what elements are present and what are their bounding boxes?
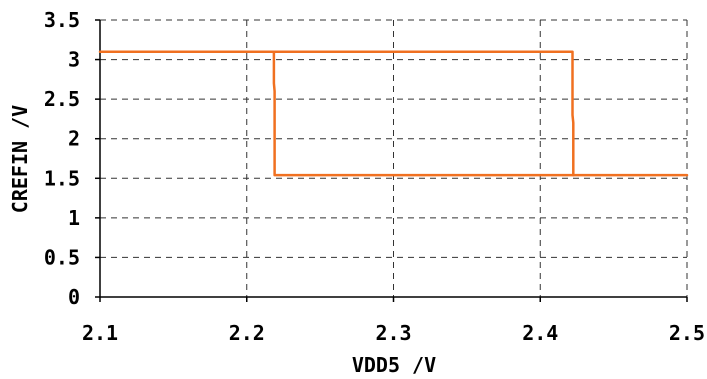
y-tick-label: 3: [68, 48, 80, 72]
y-tick-label: 0.5: [44, 245, 80, 269]
data-series: [98, 50, 689, 177]
x-tick-label: 2.2: [229, 321, 265, 345]
y-tick-label: 1.5: [44, 166, 80, 190]
series-line-1: [98, 50, 575, 177]
y-axis-label: CREFIN /V: [8, 105, 32, 213]
y-tick-label: 3.5: [44, 8, 80, 32]
grid-lines: [100, 19, 688, 297]
y-tick-label: 2: [68, 127, 80, 151]
x-tick-label: 2.4: [522, 321, 558, 345]
y-tick-label: 2.5: [44, 87, 80, 111]
y-tick-labels: 0 0.5 1 1.5 2 2.5 3 3.5: [44, 8, 80, 309]
x-tick-label: 2.1: [82, 321, 118, 345]
y-tick-label: 1: [68, 206, 80, 230]
axes: [95, 19, 688, 302]
x-tick-label: 2.5: [669, 321, 705, 345]
x-tick-labels: 2.1 2.2 2.3 2.4 2.5: [82, 321, 705, 345]
y-tick-label: 0: [68, 285, 80, 309]
x-axis-label: VDD5 /V: [352, 353, 436, 377]
x-tick-label: 2.3: [375, 321, 411, 345]
